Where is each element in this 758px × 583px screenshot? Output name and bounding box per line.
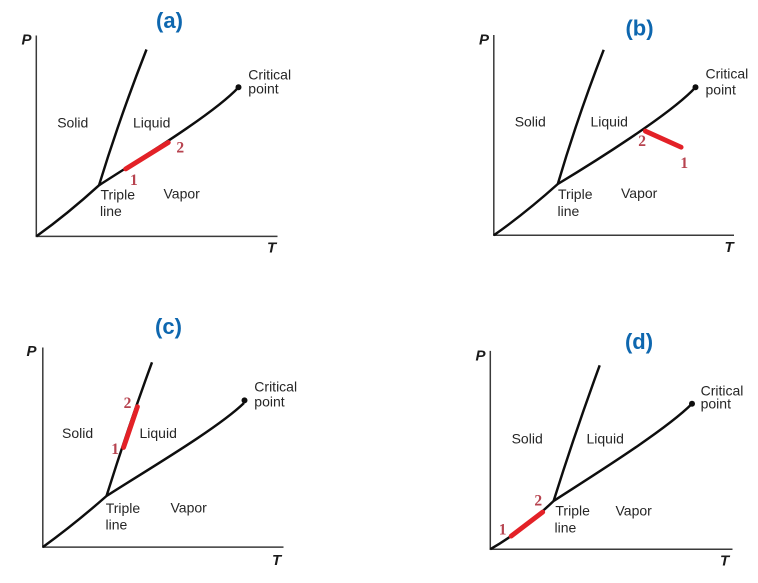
svg-text:line: line: [100, 203, 122, 219]
svg-text:Triple: Triple: [106, 500, 141, 516]
svg-text:1: 1: [680, 155, 688, 172]
svg-text:(b): (b): [625, 16, 653, 41]
svg-text:2: 2: [124, 395, 132, 412]
svg-text:T: T: [267, 240, 278, 257]
svg-text:(d): (d): [625, 329, 653, 354]
svg-text:P: P: [27, 343, 38, 360]
svg-text:1: 1: [130, 172, 138, 189]
svg-text:(c): (c): [155, 314, 182, 339]
svg-text:P: P: [476, 348, 487, 365]
svg-text:Critical: Critical: [254, 378, 297, 394]
svg-text:line: line: [106, 516, 128, 532]
svg-text:point: point: [701, 396, 731, 412]
svg-text:Solid: Solid: [512, 431, 543, 447]
svg-text:point: point: [248, 81, 278, 97]
svg-text:line: line: [555, 519, 577, 535]
svg-text:point: point: [706, 82, 736, 98]
svg-text:Critical: Critical: [706, 66, 749, 82]
svg-text:P: P: [479, 31, 490, 48]
svg-text:P: P: [22, 32, 33, 49]
svg-text:Solid: Solid: [515, 114, 546, 130]
svg-text:2: 2: [534, 492, 542, 509]
svg-text:T: T: [720, 553, 731, 570]
svg-text:Triple: Triple: [558, 186, 593, 202]
svg-text:Critical: Critical: [701, 383, 744, 399]
svg-text:Triple: Triple: [555, 503, 590, 519]
svg-text:Liquid: Liquid: [140, 425, 177, 441]
svg-text:Triple: Triple: [101, 187, 136, 203]
svg-text:Vapor: Vapor: [171, 500, 208, 516]
svg-text:Liquid: Liquid: [591, 114, 628, 130]
svg-text:1: 1: [111, 441, 119, 458]
svg-text:line: line: [558, 203, 580, 219]
svg-text:Vapor: Vapor: [621, 185, 658, 201]
svg-text:2: 2: [176, 140, 184, 157]
svg-text:(a): (a): [156, 8, 183, 33]
svg-text:T: T: [272, 552, 283, 569]
svg-text:Solid: Solid: [57, 114, 88, 130]
svg-text:T: T: [725, 239, 736, 256]
svg-text:Vapor: Vapor: [616, 502, 653, 518]
svg-text:point: point: [254, 394, 284, 410]
svg-text:1: 1: [499, 522, 507, 539]
svg-text:Liquid: Liquid: [587, 431, 624, 447]
svg-text:Critical: Critical: [248, 66, 291, 82]
svg-text:2: 2: [638, 133, 646, 150]
svg-text:Liquid: Liquid: [133, 114, 170, 130]
svg-text:Solid: Solid: [62, 425, 93, 441]
svg-text:Vapor: Vapor: [164, 186, 201, 202]
